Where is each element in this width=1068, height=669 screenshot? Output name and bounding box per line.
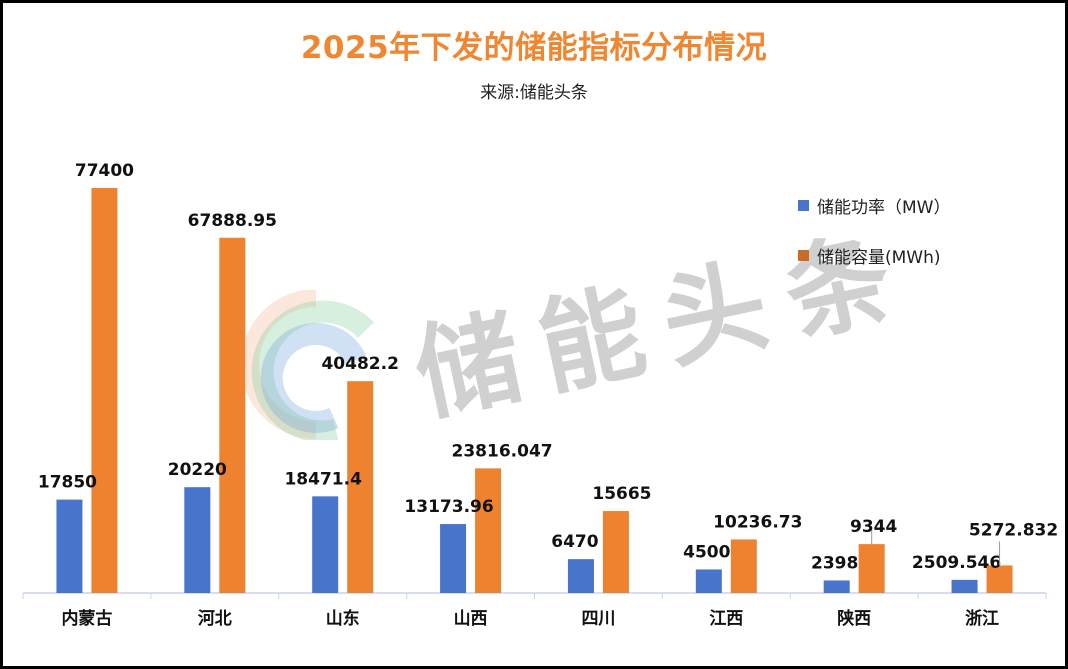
bar-power <box>695 569 722 593</box>
data-label-capacity: 23816.047 <box>452 441 553 461</box>
bar-capacity <box>347 381 374 593</box>
data-label-capacity: 9344 <box>850 517 897 537</box>
x-tick-label: 四川 <box>581 609 615 629</box>
data-label-power: 2509.546 <box>912 553 1001 573</box>
x-tick-label: 山东 <box>326 608 360 629</box>
legend-swatch-capacity <box>798 249 809 261</box>
legend: 储能功率（MW） 储能容量(MWh) <box>798 192 950 292</box>
data-label-capacity: 5272.832 <box>969 520 1058 540</box>
bar-capacity <box>475 468 502 593</box>
data-label-capacity: 77400 <box>75 161 134 181</box>
legend-item-power: 储能功率（MW） <box>798 192 950 218</box>
data-label-power: 17850 <box>38 473 97 493</box>
legend-label-capacity: 储能容量(MWh) <box>817 247 941 268</box>
bar-capacity <box>219 237 246 593</box>
x-tick-label: 江西 <box>709 609 743 629</box>
legend-swatch-power <box>798 199 809 211</box>
chart-subtitle: 来源:储能头条 <box>480 83 588 103</box>
bar-power <box>823 580 850 593</box>
legend-item-capacity: 储能容量(MWh) <box>798 242 950 268</box>
legend-label-power: 储能功率（MW） <box>817 197 951 218</box>
chart-title: 2025年下发的储能指标分布情况 <box>300 30 768 66</box>
data-label-power: 6470 <box>551 532 598 552</box>
bar-power <box>951 579 978 593</box>
bar-power <box>184 487 211 593</box>
data-label-power: 20220 <box>168 460 227 480</box>
bar-capacity <box>986 565 1013 593</box>
data-label-power: 2398 <box>811 553 858 573</box>
data-label-power: 4500 <box>683 542 730 562</box>
data-label-power: 18471.4 <box>284 469 362 489</box>
bar-power <box>56 499 83 593</box>
bar-capacity <box>91 188 118 593</box>
bar-capacity <box>602 511 629 593</box>
data-label-capacity: 10236.73 <box>713 512 802 532</box>
bar-power <box>312 496 339 593</box>
bar-capacity <box>730 539 757 593</box>
data-label-capacity: 15665 <box>592 484 651 504</box>
data-label-capacity: 40482.2 <box>321 354 398 374</box>
x-tick-label: 内蒙古 <box>61 608 112 629</box>
bar-power <box>567 559 594 593</box>
x-tick-label: 山西 <box>454 609 488 629</box>
bar-power <box>440 524 467 593</box>
data-label-power: 13173.96 <box>404 497 493 517</box>
bar-capacity <box>858 544 885 593</box>
x-tick-label: 陕西 <box>837 608 871 629</box>
data-label-capacity: 67888.95 <box>188 211 277 231</box>
x-tick-label: 河北 <box>198 609 232 629</box>
x-tick-label: 浙江 <box>965 608 999 629</box>
